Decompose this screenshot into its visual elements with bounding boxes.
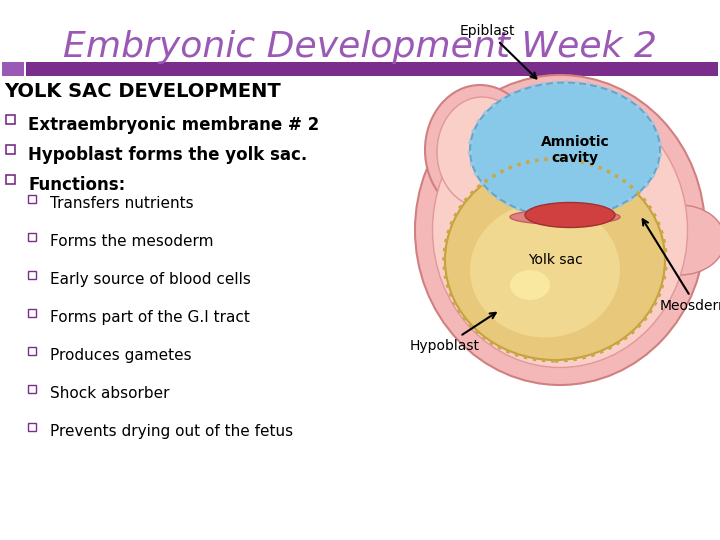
Ellipse shape bbox=[635, 205, 720, 275]
Text: Meosderm: Meosderm bbox=[643, 219, 720, 313]
Ellipse shape bbox=[510, 270, 550, 300]
FancyBboxPatch shape bbox=[2, 62, 24, 76]
Text: Hypoblast: Hypoblast bbox=[410, 313, 496, 353]
Text: Prevents drying out of the fetus: Prevents drying out of the fetus bbox=[50, 424, 293, 439]
Text: Transfers nutrients: Transfers nutrients bbox=[50, 196, 194, 211]
Ellipse shape bbox=[510, 210, 620, 225]
Ellipse shape bbox=[425, 85, 535, 215]
Text: Forms the mesoderm: Forms the mesoderm bbox=[50, 234, 214, 249]
Ellipse shape bbox=[445, 160, 665, 360]
Ellipse shape bbox=[415, 75, 705, 385]
Text: Shock absorber: Shock absorber bbox=[50, 386, 169, 401]
Ellipse shape bbox=[433, 92, 688, 368]
Text: Embryonic Development Week 2: Embryonic Development Week 2 bbox=[63, 30, 657, 64]
Ellipse shape bbox=[470, 83, 660, 218]
Text: Hypoblast forms the yolk sac.: Hypoblast forms the yolk sac. bbox=[28, 146, 307, 164]
Ellipse shape bbox=[470, 202, 620, 338]
Text: Epiblast: Epiblast bbox=[460, 24, 536, 78]
Text: Yolk sac: Yolk sac bbox=[528, 253, 582, 267]
Text: Produces gametes: Produces gametes bbox=[50, 348, 192, 363]
Text: Functions:: Functions: bbox=[28, 176, 125, 194]
Text: YOLK SAC DEVELOPMENT: YOLK SAC DEVELOPMENT bbox=[4, 82, 281, 101]
FancyBboxPatch shape bbox=[26, 62, 718, 76]
Text: Early source of blood cells: Early source of blood cells bbox=[50, 272, 251, 287]
Ellipse shape bbox=[525, 202, 615, 227]
Text: Amniotic
cavity: Amniotic cavity bbox=[541, 135, 609, 165]
Text: Forms part of the G.I tract: Forms part of the G.I tract bbox=[50, 310, 250, 325]
Ellipse shape bbox=[437, 97, 527, 207]
Text: Extraembryonic membrane # 2: Extraembryonic membrane # 2 bbox=[28, 116, 319, 134]
